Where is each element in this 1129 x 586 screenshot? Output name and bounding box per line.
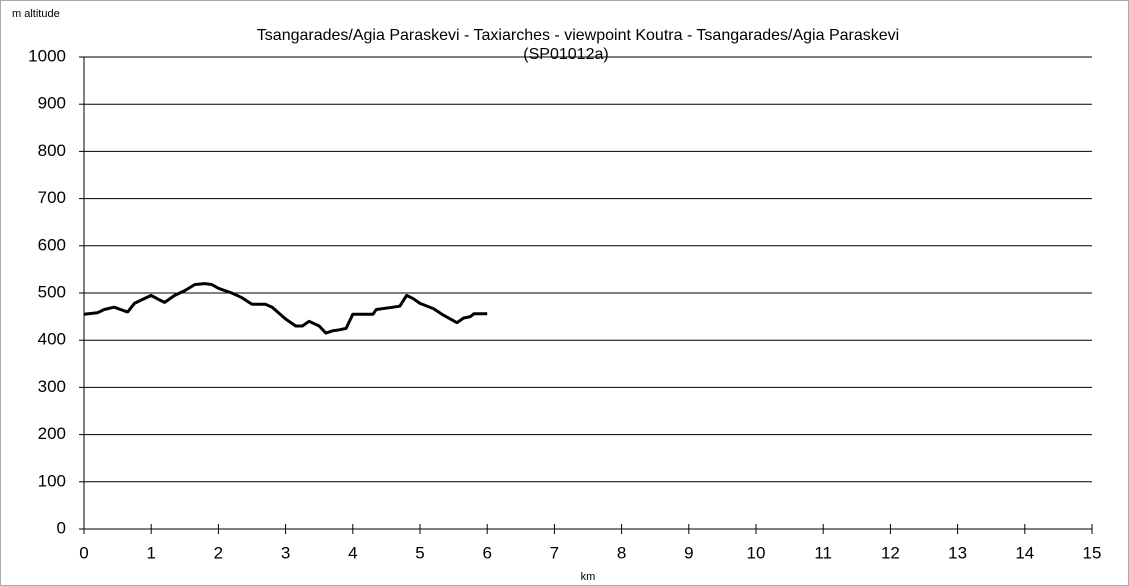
x-tick-label: 13	[948, 543, 967, 562]
x-tick-label: 12	[881, 543, 900, 562]
chart-subtitle: (SP01012a)	[523, 46, 608, 63]
y-tick-label: 1000	[28, 46, 66, 65]
y-tick-label: 400	[38, 330, 66, 349]
y-tick-label: 200	[38, 424, 66, 443]
x-tick-label: 3	[281, 543, 290, 562]
y-tick-label: 0	[57, 518, 66, 537]
y-tick-label: 800	[38, 141, 66, 160]
y-tick-label: 100	[38, 471, 66, 490]
x-tick-label: 15	[1083, 543, 1102, 562]
x-tick-label: 14	[1015, 543, 1034, 562]
y-tick-label: 900	[38, 94, 66, 113]
x-axis-label: km	[581, 571, 596, 583]
x-tick-label: 8	[617, 543, 626, 562]
x-tick-label: 11	[814, 543, 832, 562]
x-tick-label: 9	[684, 543, 693, 562]
x-tick-label: 4	[348, 543, 357, 562]
x-tick-label: 1	[146, 543, 155, 562]
x-tick-label: 6	[482, 543, 491, 562]
chart-title: Tsangarades/Agia Paraskevi - Taxiarches …	[257, 27, 899, 44]
y-axis-label: m altitude	[12, 8, 60, 20]
x-tick-label: 5	[415, 543, 424, 562]
y-tick-label: 600	[38, 235, 66, 254]
x-tick-label: 0	[79, 543, 88, 562]
x-tick-label: 2	[214, 543, 223, 562]
y-tick-label: 300	[38, 377, 66, 396]
x-tick-label: 10	[747, 543, 766, 562]
x-tick-label: 7	[550, 543, 559, 562]
y-tick-label: 500	[38, 282, 66, 301]
y-tick-label: 700	[38, 188, 66, 207]
altitude-line	[83, 282, 488, 335]
